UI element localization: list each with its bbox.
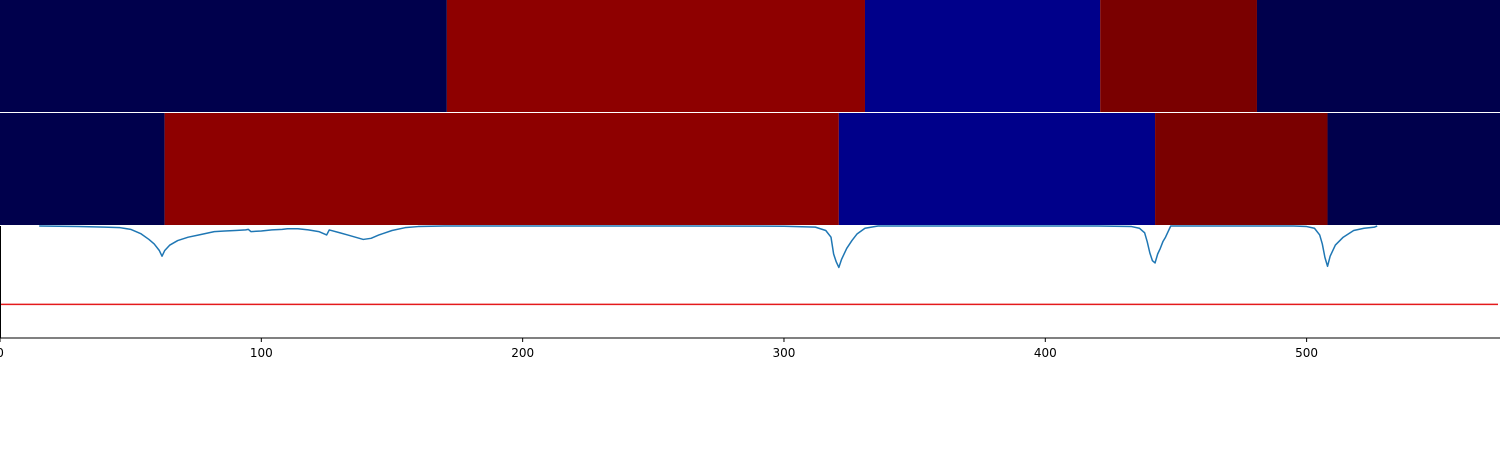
segment-2-5 [1327,113,1500,225]
x-tick-label-0: 0 [0,346,4,360]
heatmap-bar-top [0,0,1500,112]
x-tick-label-200: 200 [511,346,534,360]
segment-1-4 [1100,0,1257,112]
line-panel-background [0,226,1500,338]
x-axis: 0 100 200 300 400 500 [0,337,1500,360]
segment-1-5 [1256,0,1500,112]
x-tick-label-400: 400 [1034,346,1057,360]
series-line-1 [39,225,1378,269]
x-tick-label-500: 500 [1295,346,1318,360]
segment-2-1 [0,113,165,225]
segment-2-3 [838,113,1156,225]
segment-1-1 [0,0,447,112]
x-tick-label-300: 300 [773,346,796,360]
x-tick-label-100: 100 [250,346,273,360]
line-panel [0,225,1500,338]
heatmap-bar-bottom [0,113,1500,225]
segment-1-3 [864,0,1101,112]
segment-2-4 [1155,113,1328,225]
segment-1-2 [446,0,865,112]
segment-2-2 [164,113,839,225]
